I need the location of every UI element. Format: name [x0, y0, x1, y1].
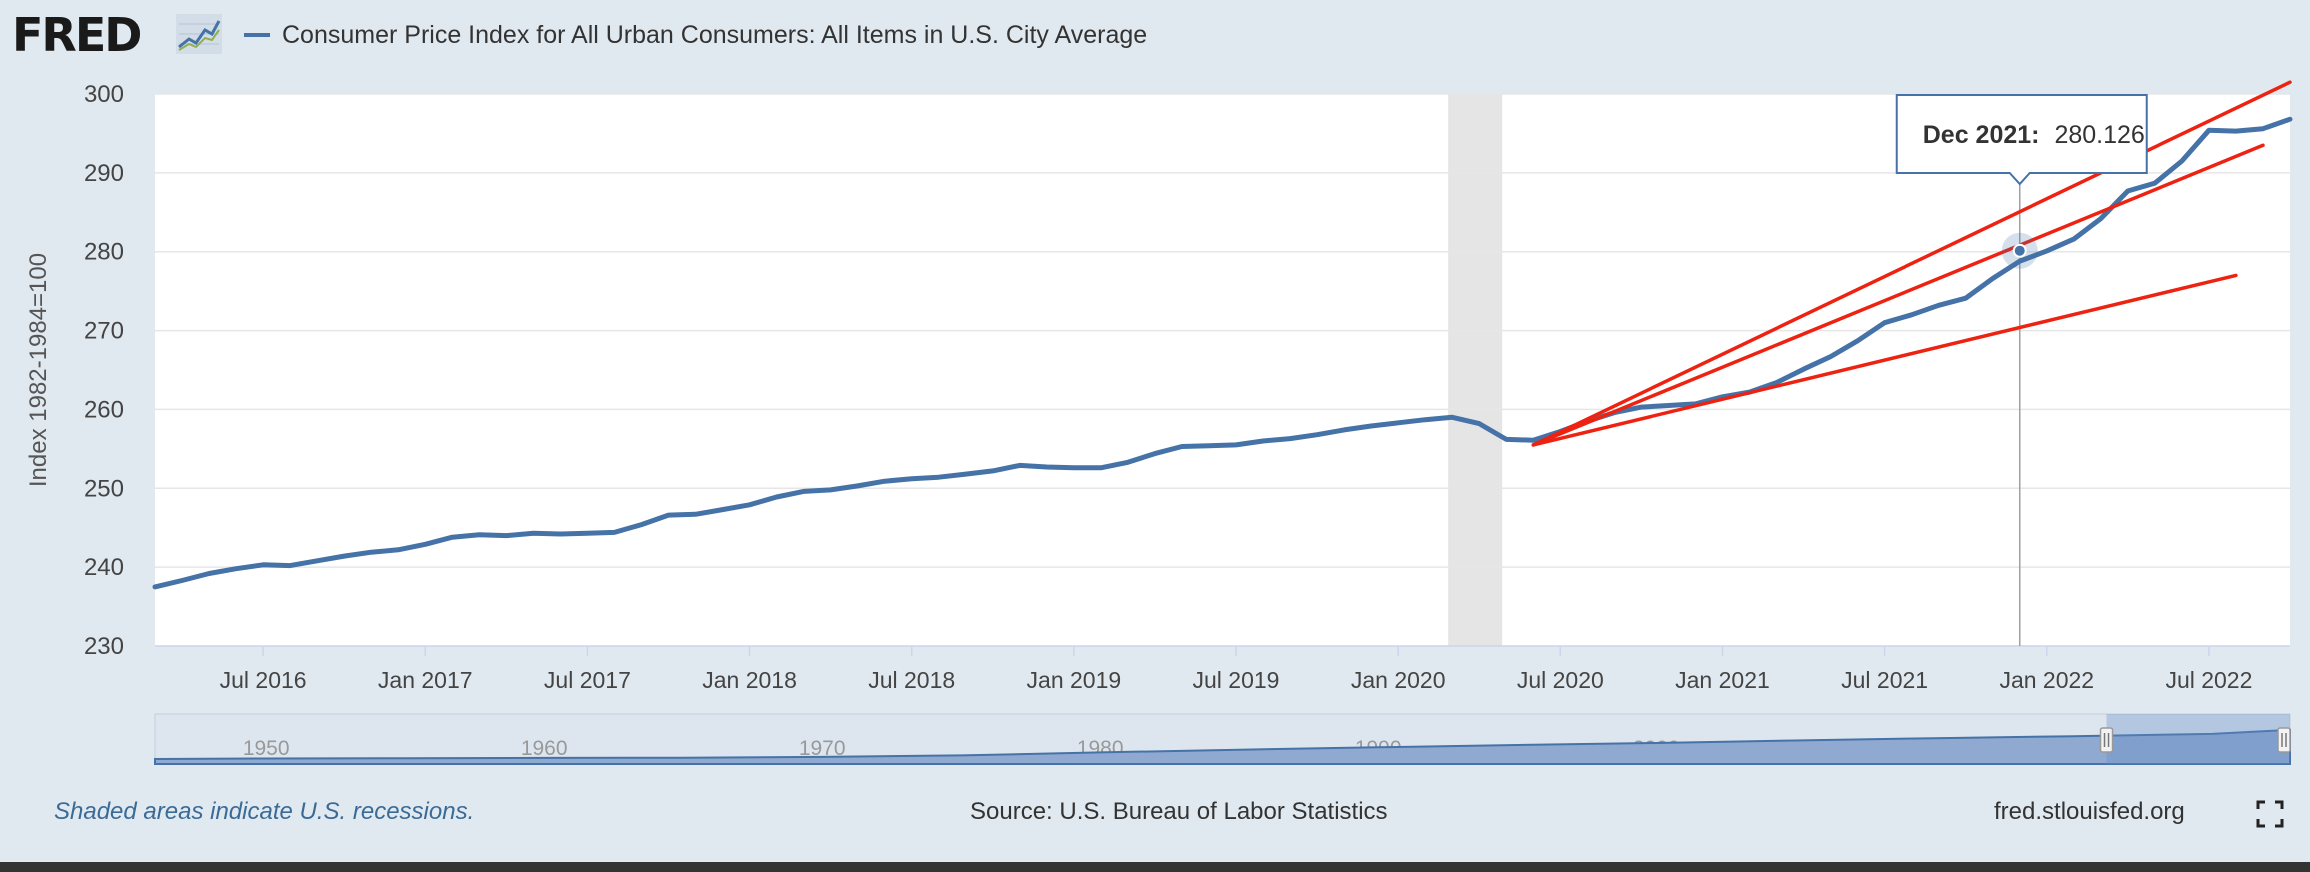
chart-legend[interactable]: Consumer Price Index for All Urban Consu… — [244, 18, 1147, 52]
y-tick-label: 240 — [84, 554, 124, 581]
x-tick-label: Jul 2022 — [2165, 667, 2252, 693]
x-axis-tick-labels: Jul 2016 Jan 2017 Jul 2017 Jan 2018 Jul 2018… — [220, 646, 2252, 693]
y-tick-label: 270 — [84, 318, 124, 345]
handle-grip — [2277, 727, 2291, 753]
tooltip: Dec 2021: 280.126 — [1895, 94, 2148, 186]
x-tick-label: Jan 2018 — [702, 667, 797, 693]
navigator-handle-left[interactable] — [2099, 727, 2114, 753]
x-tick-label: Jul 2017 — [544, 667, 631, 693]
y-tick-label: 300 — [84, 81, 124, 108]
fred-logo-graph-icon[interactable] — [176, 14, 222, 54]
site-link[interactable]: fred.stlouisfed.org — [1994, 798, 2185, 825]
fullscreen-icon[interactable] — [2256, 800, 2284, 828]
tooltip-text: Dec 2021: 280.126 — [1923, 121, 2145, 149]
x-tick-label: Jan 2022 — [1999, 667, 2094, 693]
x-tick-label: Jul 2021 — [1841, 667, 1928, 693]
highlight-point — [2012, 243, 2027, 258]
y-axis-tick-labels: 230 240 250 260 270 280 290 300 — [84, 81, 124, 660]
series-layer — [152, 80, 2293, 590]
y-tick-label: 250 — [84, 475, 124, 502]
navigator-year-label: 1970 — [799, 737, 846, 760]
trend-line-2 — [1531, 143, 2265, 447]
x-tick-label: Jul 2020 — [1517, 667, 1604, 693]
y-axis-title: Index 1982-1984=100 — [25, 253, 52, 487]
recession-note: Shaded areas indicate U.S. recessions. — [54, 798, 475, 825]
x-tick-label: Jan 2020 — [1351, 667, 1446, 693]
trend-line-1 — [1531, 273, 2238, 447]
x-tick-label: Jul 2019 — [1193, 667, 1280, 693]
page-bottom-strip — [0, 862, 2310, 872]
navigator-selected-range[interactable] — [2106, 714, 2290, 764]
trend-line-3 — [1531, 80, 2292, 447]
x-tick-label: Jan 2019 — [1027, 667, 1122, 693]
cpi-series-line — [152, 116, 2293, 590]
recession-shading — [1448, 94, 1503, 646]
x-tick-label: Jan 2021 — [1675, 667, 1770, 693]
y-tick-label: 230 — [84, 633, 124, 660]
y-tick-label: 290 — [84, 160, 124, 187]
plot-background — [155, 94, 2290, 646]
tooltip-box — [1895, 94, 2148, 186]
x-tick-label: Jul 2018 — [868, 667, 955, 693]
x-tick-label: Jul 2016 — [220, 667, 307, 693]
fred-logo[interactable]: FRED — [12, 8, 142, 62]
range-navigator[interactable]: 19501960197019801990200020102020 — [154, 713, 2291, 765]
tooltip-date: Dec 2021: — [1923, 121, 2040, 149]
handle-grip — [2099, 727, 2114, 753]
navigator-series-area — [154, 728, 2291, 765]
source-text: Source: U.S. Bureau of Labor Statistics — [970, 798, 1388, 825]
navigator-handle-right[interactable] — [2277, 727, 2291, 753]
navigator-year-label: 1960 — [521, 737, 568, 760]
legend-series-label: Consumer Price Index for All Urban Consu… — [282, 20, 1148, 49]
navigator-year-label: 1950 — [243, 737, 290, 760]
x-tick-label: Jan 2017 — [378, 667, 473, 693]
chart-header: FRED Consumer Price Index for All Urban … — [0, 0, 2310, 80]
legend-swatch — [244, 33, 270, 37]
y-tick-label: 260 — [84, 396, 124, 423]
y-tick-label: 280 — [84, 239, 124, 266]
tooltip-value: 280.126 — [2054, 121, 2144, 149]
